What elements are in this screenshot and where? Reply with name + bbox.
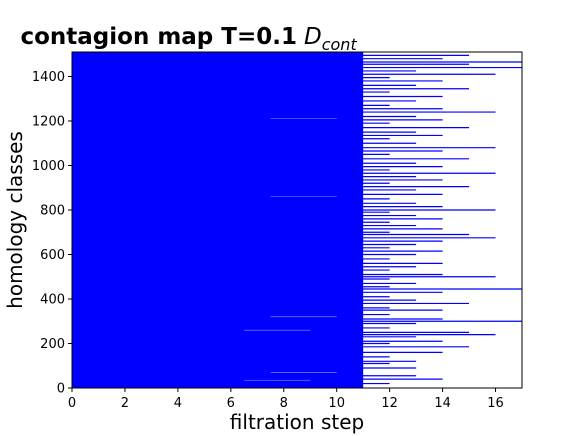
- x-tick-label: 16: [487, 396, 504, 411]
- x-tick-label: 12: [381, 396, 398, 411]
- x-tick-label: 14: [434, 396, 451, 411]
- chart-title-math: Dcont: [304, 24, 357, 54]
- x-tick-label: 10: [328, 396, 345, 411]
- chart-title-math-sub: cont: [322, 35, 358, 54]
- x-tick-label: 2: [121, 396, 129, 411]
- y-axis-ticks: 0 200 400 600 800 1000 1200 1400: [32, 70, 72, 397]
- x-tick-label: 6: [227, 396, 235, 411]
- chart-title: contagion map T=0.1: [20, 24, 297, 50]
- y-tick-label: 800: [40, 203, 65, 218]
- y-tick-label: 400: [40, 292, 65, 307]
- plot-area: [71, 51, 523, 389]
- plot-frame: [71, 51, 523, 389]
- y-tick-label: 1400: [32, 70, 65, 85]
- y-tick-label: 600: [40, 248, 65, 263]
- x-axis-label: filtration step: [230, 410, 364, 434]
- y-tick-label: 0: [57, 382, 65, 397]
- x-tick-label: 4: [174, 396, 182, 411]
- x-tick-label: 0: [68, 396, 76, 411]
- bars-layer: [72, 52, 522, 388]
- x-axis-ticks: 0 2 4 6 8 10 12 14 16: [68, 388, 504, 411]
- y-axis-label: homology classes: [3, 131, 27, 309]
- dense-bars-region: [72, 52, 364, 388]
- y-tick-label: 200: [40, 337, 65, 352]
- y-tick-label: 1000: [32, 159, 65, 174]
- chart-title-math-main: D: [304, 24, 322, 50]
- x-tick-label: 8: [280, 396, 288, 411]
- y-tick-label: 1200: [32, 114, 65, 129]
